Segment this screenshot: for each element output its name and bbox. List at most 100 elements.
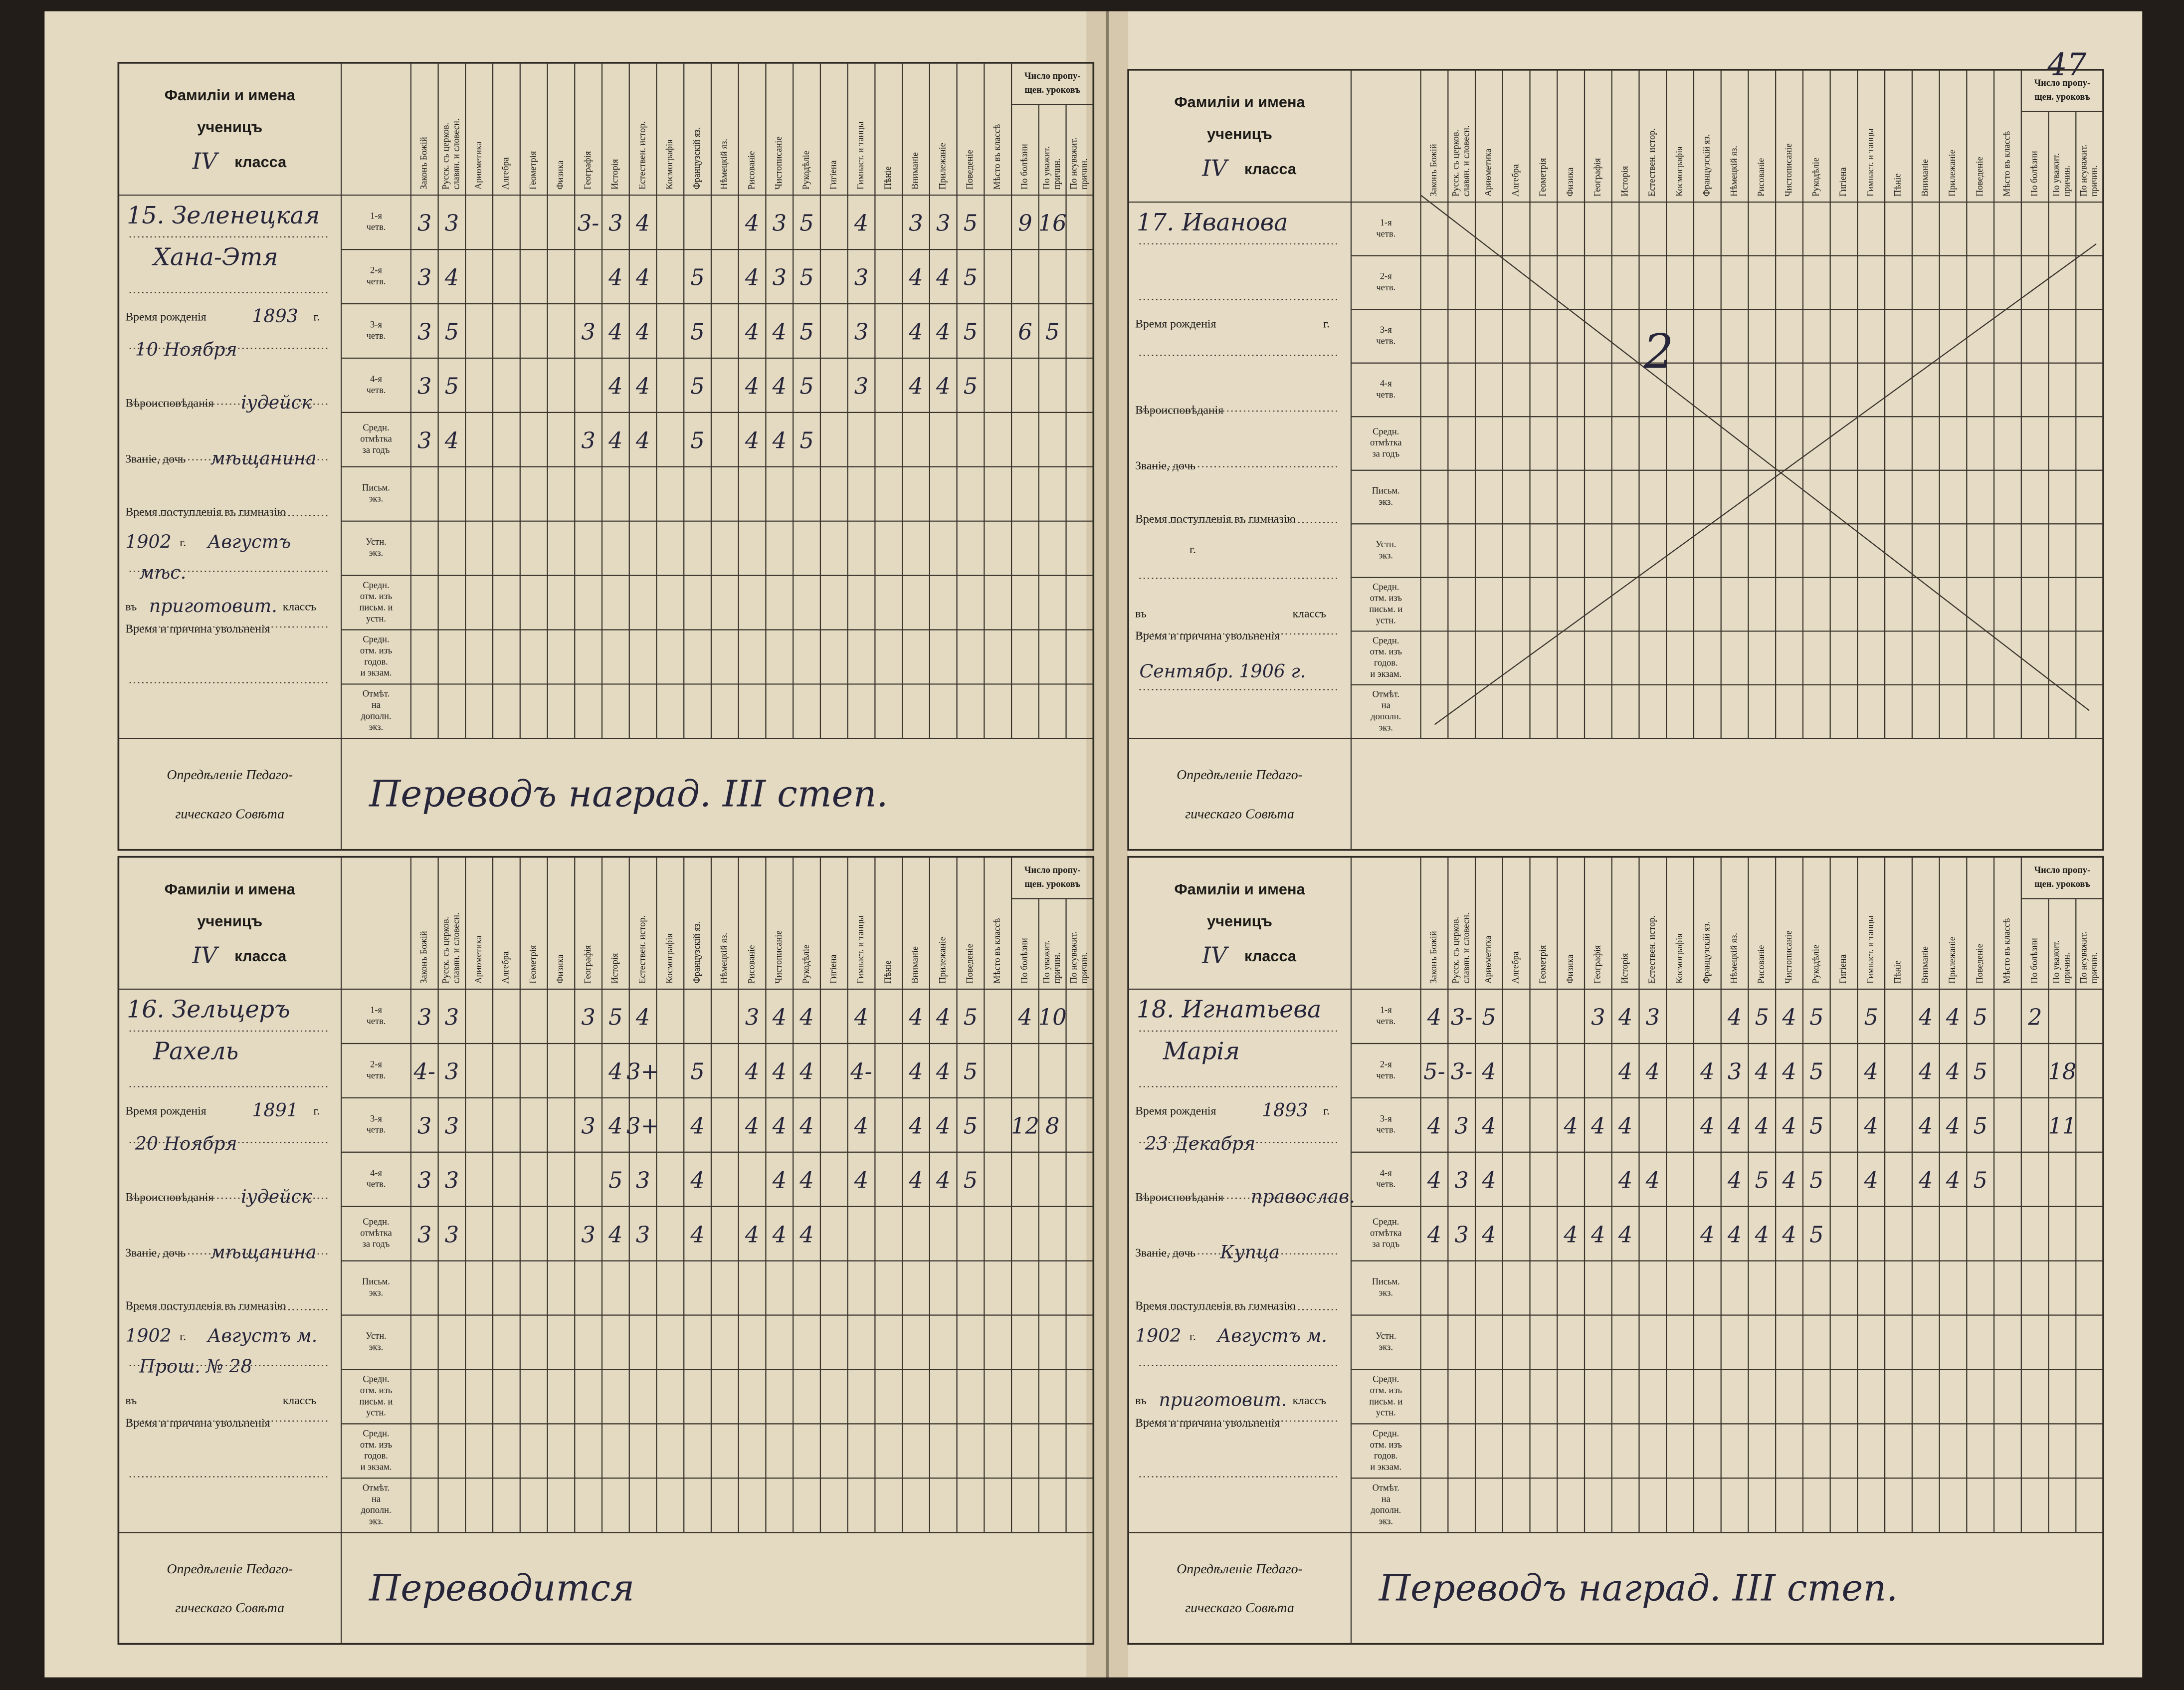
right-page xyxy=(1109,11,2143,1678)
birth-label: Время рожденія xyxy=(125,310,206,323)
row-label: устн. xyxy=(366,614,386,624)
grade: 5 xyxy=(964,1005,978,1031)
subject-header: Мѣсто въ классѣ xyxy=(992,124,1002,190)
row-label: четв. xyxy=(1376,390,1395,400)
grade: 4 xyxy=(1481,1222,1496,1248)
religion: іудейск xyxy=(241,392,312,413)
subject-header: Географія xyxy=(583,151,593,190)
subject-header: Рукодѣліе xyxy=(1811,945,1821,984)
row-label: Отмѣт. xyxy=(363,1482,390,1492)
grade: 3 xyxy=(854,373,868,399)
row-label: Устн. xyxy=(366,1331,387,1341)
subject-header: Геометрія xyxy=(528,945,538,984)
subject-header: Нѣмецкій яз. xyxy=(719,933,729,984)
grade: 3 xyxy=(417,211,431,236)
subject-header: Вниманіе xyxy=(910,946,920,984)
grade: 4 xyxy=(1727,1113,1742,1139)
subject-header: Исторія xyxy=(610,953,620,984)
row-label: экз. xyxy=(369,494,384,504)
grade: 4 xyxy=(690,1113,704,1139)
pupil-name: 18. Игнатьева xyxy=(1137,996,1321,1024)
grade: 5 xyxy=(1809,1059,1823,1085)
subject-header: Физика xyxy=(555,954,565,983)
grade: 4 xyxy=(1864,1113,1878,1139)
row-label: на xyxy=(1382,1494,1390,1504)
row-label: 3-я xyxy=(370,1113,382,1123)
grade: 4 xyxy=(1727,1222,1742,1248)
grade: 3 xyxy=(445,1059,459,1085)
row-label: 4-я xyxy=(1380,1168,1392,1178)
subject-header: Прилежаніе xyxy=(937,143,947,190)
header-class-word: класса xyxy=(234,947,287,965)
grade: 4 xyxy=(1918,1059,1933,1085)
cancel-stroke xyxy=(1434,243,2097,725)
grade: 4 xyxy=(608,319,622,345)
subject-header: Прилежаніе xyxy=(1947,150,1957,197)
grade: 4 xyxy=(936,319,950,345)
subject-header: Вниманіе xyxy=(1920,159,1930,197)
subject-header: Алгебра xyxy=(1510,951,1520,984)
grade: 3 xyxy=(445,1167,459,1193)
grade: 4 xyxy=(608,373,622,399)
record-block: Фамиліи и имена ученицъ IV класса Законъ Бож… xyxy=(117,62,1095,851)
subject-header: По болѣзни xyxy=(2029,938,2039,984)
grade: 4 xyxy=(1782,1167,1796,1193)
grade: 3 xyxy=(445,211,459,236)
grade: 5 xyxy=(799,265,813,291)
row-label: четв. xyxy=(367,1070,386,1080)
row-label: четв. xyxy=(1376,282,1395,292)
grade: 3- xyxy=(578,211,599,236)
grade: 3 xyxy=(417,427,431,453)
row-label: за годъ xyxy=(1372,1239,1399,1249)
grade: 4 xyxy=(745,1222,759,1248)
grade: 4 xyxy=(908,1005,923,1031)
subject-header: Естествен. истор. xyxy=(1647,128,1657,197)
council-label: гическаго Совѣта xyxy=(1185,806,1294,822)
grade: 3 xyxy=(445,1222,459,1248)
grade: 4 xyxy=(1700,1059,1714,1085)
grade: 4 xyxy=(1618,1005,1632,1031)
subject-header: причин. xyxy=(2062,952,2072,984)
subject-header: Нѣмецкій яз. xyxy=(1729,146,1739,197)
class-prefix: въ xyxy=(125,1394,137,1407)
grade: 5 xyxy=(1809,1222,1823,1248)
grade: 4 xyxy=(772,319,787,345)
grade: 4 xyxy=(1946,1113,1960,1139)
grade: 3 xyxy=(1646,1005,1660,1031)
row-label: отм. изъ xyxy=(1370,1440,1402,1450)
subject-header: Прилежаніе xyxy=(937,937,947,984)
grade: 4 xyxy=(1864,1167,1878,1193)
birth-label: Время рожденія xyxy=(1135,317,1216,330)
subject-header: По уважит. xyxy=(2051,153,2061,197)
row-label: экз. xyxy=(369,1516,384,1526)
subject-header: Русск. съ церков. xyxy=(441,123,451,190)
grade: 3 xyxy=(854,319,868,345)
subject-header: Пѣніе xyxy=(1893,960,1903,983)
subject-header: Мѣсто въ классѣ xyxy=(2002,131,2012,197)
grade: 11 xyxy=(2048,1113,2076,1139)
subject-header: Законъ Божій xyxy=(1428,144,1438,197)
grade: 5 xyxy=(1755,1167,1769,1193)
subject-header: Географія xyxy=(583,945,593,984)
grade: 3 xyxy=(608,211,622,236)
header-class: IV xyxy=(1201,155,1229,181)
council-label: гическаго Совѣта xyxy=(175,806,284,822)
header-class: IV xyxy=(1201,942,1229,968)
subject-header: славян. и словесн. xyxy=(451,912,461,983)
row-label: на xyxy=(1382,700,1390,710)
subject-header: Физика xyxy=(1565,954,1575,983)
subject-header: Исторія xyxy=(610,159,620,190)
row-label: годов. xyxy=(364,1451,388,1461)
grade: 4 xyxy=(1700,1113,1714,1139)
admission-year: 1902 xyxy=(125,531,171,552)
religion-label: Вѣроисповѣданія xyxy=(125,1191,213,1204)
grade: 5 xyxy=(1973,1167,1987,1193)
grade: 5 xyxy=(690,427,704,453)
admission-label: Время поступленія въ гимназію xyxy=(1135,1299,1296,1312)
subject-header: Гигіена xyxy=(828,160,838,190)
grade: 4 xyxy=(772,373,787,399)
grade: 3 xyxy=(773,265,787,291)
row-label: 2-я xyxy=(370,265,382,275)
row-label: экз. xyxy=(1379,1342,1393,1352)
subject-header: Рукодѣліе xyxy=(801,151,811,190)
